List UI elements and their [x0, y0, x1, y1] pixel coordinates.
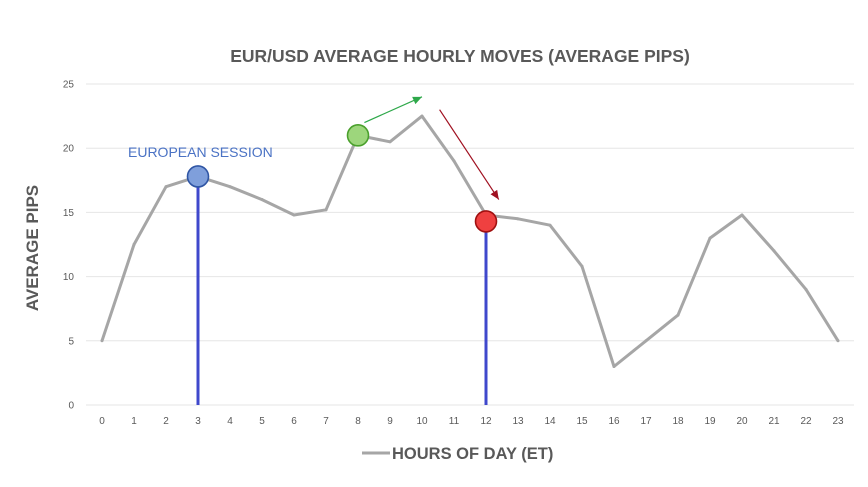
- data-point-17: [644, 339, 648, 343]
- data-point-22: [804, 287, 808, 291]
- x-tick-label-2: 2: [163, 416, 169, 427]
- data-point-14: [548, 223, 552, 227]
- y-tick-label-1: 5: [68, 336, 74, 347]
- x-tick-label-23: 23: [832, 416, 844, 427]
- legend: HOURS OF DAY (ET): [362, 445, 553, 463]
- trend-arrows: [364, 96, 500, 200]
- x-tick-label-20: 20: [736, 416, 748, 427]
- y-tick-label-2: 10: [63, 272, 75, 283]
- session-marker-12: [474, 210, 498, 233]
- x-tick-label-3: 3: [195, 416, 201, 427]
- data-point-15: [580, 264, 584, 268]
- x-tick-label-14: 14: [544, 416, 556, 427]
- gridlines: [86, 83, 854, 406]
- x-tick-label-22: 22: [800, 416, 812, 427]
- series-line-0: [100, 114, 840, 368]
- session-marker-8: [346, 124, 370, 147]
- y-tick-label-5: 25: [63, 80, 75, 91]
- data-point-21: [772, 249, 776, 253]
- x-tick-label-18: 18: [672, 416, 684, 427]
- data-point-16: [612, 364, 616, 368]
- x-tick-label-1: 1: [131, 416, 137, 427]
- data-point-4: [228, 185, 232, 189]
- x-tick-label-7: 7: [323, 416, 329, 427]
- data-point-6: [292, 213, 296, 217]
- x-tick-label-0: 0: [99, 416, 105, 427]
- x-tick-label-15: 15: [576, 416, 588, 427]
- y-axis-label: AVERAGE PIPS: [23, 185, 42, 311]
- data-point-20: [740, 213, 744, 217]
- x-tick-label-17: 17: [640, 416, 652, 427]
- y-tick-label-0: 0: [68, 401, 74, 412]
- x-tick-label-8: 8: [355, 416, 361, 427]
- data-point-11: [452, 159, 456, 163]
- x-tick-label-16: 16: [608, 416, 620, 427]
- x-tick-label-11: 11: [449, 416, 460, 427]
- data-point-18: [676, 313, 680, 317]
- data-point-0: [100, 339, 104, 343]
- arrow-head-0: [412, 96, 422, 105]
- legend-label: HOURS OF DAY (ET): [392, 445, 553, 463]
- data-point-7: [324, 208, 328, 212]
- x-tick-label-10: 10: [416, 416, 428, 427]
- data-point-19: [708, 236, 712, 240]
- chart-title: EUR/USD AVERAGE HOURLY MOVES (AVERAGE PI…: [230, 46, 690, 66]
- arrow-head-1: [490, 189, 499, 200]
- data-point-10: [420, 114, 424, 118]
- x-tick-label-19: 19: [704, 416, 716, 427]
- data-point-9: [388, 140, 392, 144]
- data-point-13: [516, 217, 520, 221]
- x-tick-label-9: 9: [387, 416, 393, 427]
- annotation-european-session: EUROPEAN SESSION: [128, 144, 273, 160]
- data-point-1: [132, 243, 136, 246]
- arrow-shaft-1: [439, 109, 500, 200]
- x-tick-label-6: 6: [291, 416, 297, 427]
- x-tick-label-12: 12: [480, 416, 492, 427]
- session-markers: [186, 124, 498, 233]
- session-marker-3: [186, 165, 210, 188]
- session-drop-lines: [196, 176, 488, 405]
- data-point-5: [260, 198, 264, 202]
- x-tick-label-13: 13: [512, 416, 524, 427]
- y-tick-label-4: 20: [63, 144, 75, 155]
- data-point-2: [164, 185, 168, 189]
- x-tick-label-21: 21: [768, 416, 780, 427]
- x-tick-label-4: 4: [227, 416, 233, 427]
- y-axis-ticks: 0 5 10 15 20 25: [63, 80, 75, 412]
- data-point-23: [836, 339, 840, 343]
- arrow-shaft-0: [364, 96, 423, 124]
- x-tick-label-5: 5: [259, 416, 265, 427]
- x-axis-ticks: 0 1 2 3 4 5 6 7 8 9 10 11 12 13 14 15 16 17 18 19 20 21 22 23: [99, 416, 844, 427]
- y-tick-label-3: 15: [63, 208, 75, 219]
